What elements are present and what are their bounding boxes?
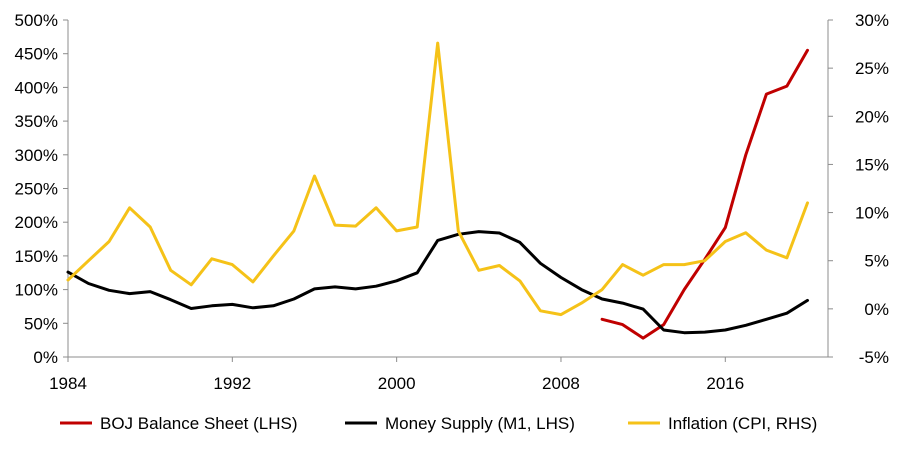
left-y-tick-label: 50% [24,314,58,333]
right-y-tick-label: -5% [859,348,889,367]
x-tick-label: 2000 [378,374,416,393]
right-y-tick-label: 25% [855,59,889,78]
series-line-2 [66,41,809,317]
right-y-tick-label: 30% [855,11,889,30]
left-y-tick-label: 300% [15,146,58,165]
x-tick-label: 2008 [542,374,580,393]
left-y-tick-label: 500% [15,11,58,30]
right-y-tick-label: 0% [864,300,889,319]
tick-labels: 0% 50% 100% 150% 200% 250% 300% 350% 400% 450% 500… [15,11,889,393]
series-line-1 [66,230,809,335]
x-tick-label: 2016 [706,374,744,393]
left-y-tick-label: 350% [15,112,58,131]
legend-label-1: Money Supply (M1, LHS) [385,414,575,433]
series-lines [66,41,809,340]
left-y-tick-label: 250% [15,180,58,199]
left-y-tick-label: 200% [15,213,58,232]
left-y-tick-label: 450% [15,45,58,64]
left-y-tick-label: 150% [15,247,58,266]
axes [63,19,833,362]
x-tick-label: 1984 [49,374,87,393]
left-y-tick-label: 0% [33,348,58,367]
series-line-0 [600,48,809,340]
legend-label-0: BOJ Balance Sheet (LHS) [100,414,297,433]
x-tick-label: 1992 [213,374,251,393]
right-y-tick-label: 10% [855,204,889,223]
left-y-tick-label: 100% [15,281,58,300]
right-y-tick-label: 5% [864,252,889,271]
right-y-tick-label: 20% [855,107,889,126]
legend-label-2: Inflation (CPI, RHS) [668,414,817,433]
left-y-tick-label: 400% [15,78,58,97]
legend: BOJ Balance Sheet (LHS) Money Supply (M1,… [60,414,817,433]
right-y-tick-label: 15% [855,155,889,174]
